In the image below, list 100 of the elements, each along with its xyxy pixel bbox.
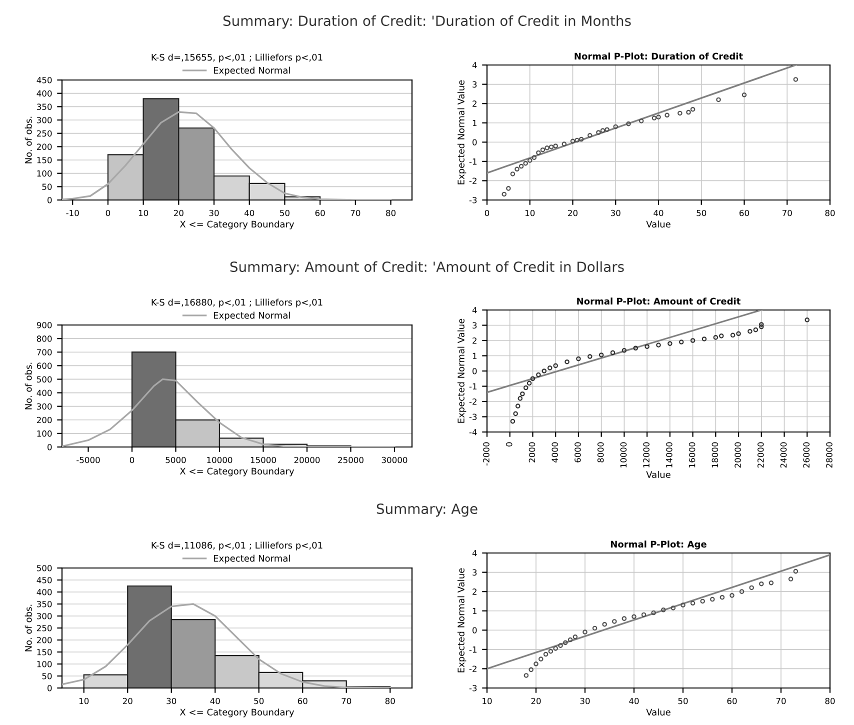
y-tick-label: -3	[469, 196, 477, 204]
x-tick-label: 10	[138, 210, 148, 216]
y-tick-label: 100	[37, 660, 52, 668]
y-axis-title: Expected Normal Value	[457, 80, 466, 184]
x-tick-label: 70	[782, 210, 792, 216]
y-tick-label: 150	[37, 648, 52, 656]
y-tick-label: 400	[36, 390, 52, 396]
y-tick-label: 600	[36, 362, 52, 369]
x-tick-label: 40	[210, 698, 220, 704]
y-tick-label: 3	[472, 81, 477, 88]
y-tick-label: 0	[472, 627, 477, 634]
y-tick-label: 200	[36, 636, 52, 644]
x-tick-label: 20000	[734, 442, 741, 468]
y-tick-label: 350	[37, 104, 52, 110]
x-tick-label: 28000	[826, 442, 832, 468]
x-tick-label: 6000	[574, 442, 581, 462]
y-tick-label: -2	[469, 398, 476, 405]
x-tick-label: 60	[298, 698, 308, 704]
x-tick-label: 12000	[643, 442, 650, 468]
legend-label: Expected Normal	[214, 312, 290, 320]
x-axis-title: X <= Category Boundary	[180, 468, 294, 476]
y-tick-label: 450	[36, 576, 52, 584]
x-tick-label: 20	[568, 210, 578, 216]
x-tick-label: 70	[342, 698, 352, 704]
y-tick-label: -1	[469, 158, 477, 165]
legend-label: Expected Normal	[214, 554, 290, 564]
y-tick-label: -3	[469, 414, 477, 420]
x-axis-title: Value	[646, 471, 670, 478]
y-axis-title: Expected Normal Value	[457, 568, 466, 672]
x-tick-label: 2000	[528, 442, 536, 462]
y-tick-label: 250	[36, 624, 52, 632]
y-tick-label: 300	[37, 612, 52, 620]
y-axis-title: No. of obs.	[24, 604, 32, 652]
y-tick-label: 400	[36, 588, 52, 596]
y-tick-label: -2	[469, 178, 476, 184]
y-tick-label: -4	[469, 429, 477, 436]
x-tick-label: 40	[244, 210, 254, 216]
chart-title: Summary: Duration of Credit: 'Duration of Credit in Months	[223, 15, 631, 29]
x-tick-label: 10000	[620, 442, 627, 468]
chart-subtitle: K-S d=,16880, p<,01 ; Lilliefors p<,01	[152, 298, 322, 308]
x-tick-label: -5000	[76, 456, 100, 464]
x-axis-title: X <= Category Boundary	[180, 220, 294, 230]
x-tick-label: 30000	[382, 456, 408, 464]
x-tick-label: 5000	[166, 456, 186, 464]
chart-subtitle: K-S d=,11086, p<,01 ; Lilliefors p<,01	[152, 542, 322, 550]
y-tick-label: 3	[472, 569, 477, 576]
x-tick-label: 10	[482, 698, 492, 704]
x-tick-label: 20	[122, 698, 132, 704]
x-axis-title: X <= Category Boundary	[180, 708, 294, 718]
y-tick-label: 0	[472, 368, 477, 374]
x-tick-label: 10	[525, 210, 535, 216]
y-tick-label: 100	[37, 170, 52, 177]
x-tick-label: 18000	[712, 442, 718, 468]
x-tick-label: 40	[629, 698, 639, 704]
y-tick-label: 700	[37, 349, 52, 356]
x-tick-label: 20000	[294, 456, 320, 464]
y-tick-label: 900	[36, 322, 52, 328]
x-tick-label: 0	[506, 442, 512, 446]
x-tick-label: 25000	[338, 456, 364, 464]
y-tick-label: 4	[472, 307, 477, 314]
x-tick-label: 20	[531, 698, 541, 704]
y-tick-label: 200	[36, 416, 52, 424]
y-tick-label: 800	[36, 336, 52, 342]
y-tick-label: 100	[37, 430, 52, 437]
chart-title: Summary: Amount of Credit: 'Amount of Credit in Dollars	[230, 261, 624, 275]
x-tick-label: 24000	[780, 442, 787, 468]
x-tick-label: 60	[740, 210, 749, 216]
y-tick-label: 500	[37, 376, 52, 383]
y-tick-label: 350	[37, 600, 52, 608]
y-tick-label: 50	[42, 184, 52, 190]
y-axis-title: No. of obs.	[24, 362, 32, 410]
x-tick-label: 80	[825, 698, 835, 704]
y-tick-label: 2	[472, 337, 476, 344]
y-tick-label: -3	[469, 684, 477, 692]
y-tick-label: 0	[472, 139, 477, 146]
y-tick-label: 0	[48, 684, 52, 692]
x-tick-label: 0	[130, 456, 134, 464]
y-tick-label: 150	[37, 156, 52, 164]
chart-title: Normal P-Plot: Amount of Credit	[577, 298, 740, 305]
x-tick-label: 15000	[250, 456, 276, 464]
chart-title: Normal P-Plot: Duration of Credit	[574, 52, 743, 60]
x-tick-label: 20	[174, 210, 184, 216]
y-tick-label: 2	[472, 100, 476, 107]
x-tick-label: 50	[678, 698, 688, 704]
y-tick-label: 250	[36, 130, 52, 137]
x-tick-label: 30	[610, 210, 620, 216]
y-tick-label: 200	[36, 144, 52, 150]
x-tick-label: 10000	[207, 456, 232, 464]
x-tick-label: 70	[776, 698, 786, 704]
y-tick-label: 2	[472, 588, 476, 595]
y-tick-label: 50	[42, 672, 52, 680]
x-tick-label: 4000	[552, 442, 558, 463]
x-tick-label: 14000	[666, 442, 672, 468]
x-tick-label: 80	[825, 210, 835, 216]
x-tick-label: 60	[727, 698, 737, 704]
y-tick-label: 300	[37, 116, 52, 124]
x-tick-label: 40	[654, 210, 664, 216]
x-tick-label: 50	[696, 210, 706, 216]
x-tick-label: 80	[386, 210, 396, 216]
legend-label: Expected Normal	[214, 66, 290, 76]
